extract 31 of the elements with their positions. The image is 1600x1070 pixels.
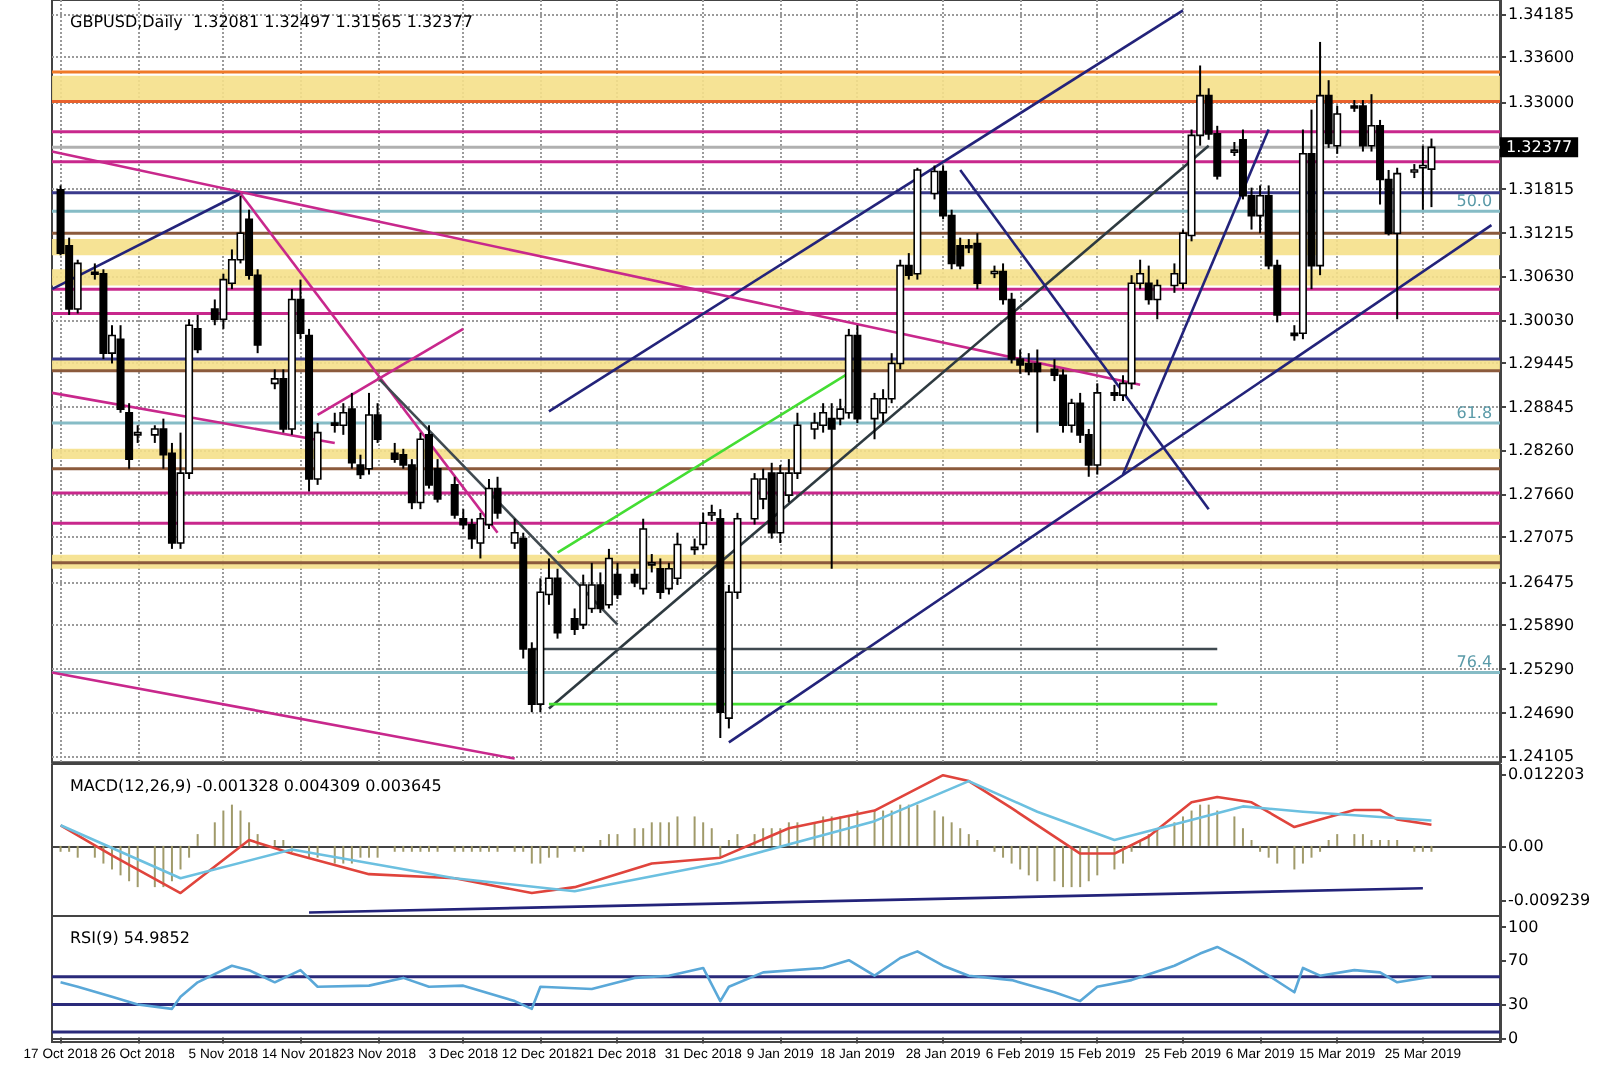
y-tick-label: -0.009239: [1508, 891, 1591, 910]
y-tick-label: 100: [1508, 918, 1539, 937]
annotation: 50.0: [1456, 192, 1493, 211]
y-tick-label: 1.28845: [1508, 398, 1575, 417]
y-tick-label: 0: [1508, 1028, 1519, 1047]
y-tick-label: 0.012203: [1508, 765, 1585, 783]
y-tick-label: 1.24690: [1508, 703, 1575, 722]
annotation: 61.8: [1456, 404, 1493, 423]
y-tick-label: 1.29445: [1508, 354, 1575, 373]
y-tick-label: 1.31215: [1508, 223, 1575, 242]
y-tick-label: 1.27075: [1508, 528, 1575, 547]
text: GBPUSD,Daily 1.32081 1.32497 1.31565 1.32377: [70, 13, 473, 31]
y-tick-label: 1.26475: [1508, 572, 1575, 591]
y-tick-label: 1.34185: [1508, 5, 1575, 24]
y-tick-label: 30: [1508, 995, 1529, 1014]
y-tick-label: 1.30630: [1508, 266, 1575, 285]
y-tick-label: 1.24105: [1508, 747, 1575, 765]
text: MACD(12,26,9) -0.001328 0.004309 0.003645: [70, 777, 442, 795]
y-tick-label: 1.25890: [1508, 615, 1575, 634]
y-tick-label: 1.30030: [1508, 311, 1575, 330]
annotation: 1.32377: [1506, 138, 1573, 157]
y-tick-label: 1.33000: [1508, 92, 1575, 111]
annotation: 76.4: [1456, 653, 1493, 672]
y-tick-label: 1.27660: [1508, 485, 1575, 504]
y-tick-label: 1.28260: [1508, 441, 1575, 460]
y-tick-label: 1.31815: [1508, 179, 1575, 198]
y-tick-label: 1.33600: [1508, 48, 1575, 67]
y-tick-label: 1.25290: [1508, 659, 1575, 678]
y-tick-label: 0.00: [1508, 836, 1544, 855]
text: RSI(9) 54.9852: [70, 929, 190, 947]
y-tick-label: 70: [1508, 951, 1529, 970]
